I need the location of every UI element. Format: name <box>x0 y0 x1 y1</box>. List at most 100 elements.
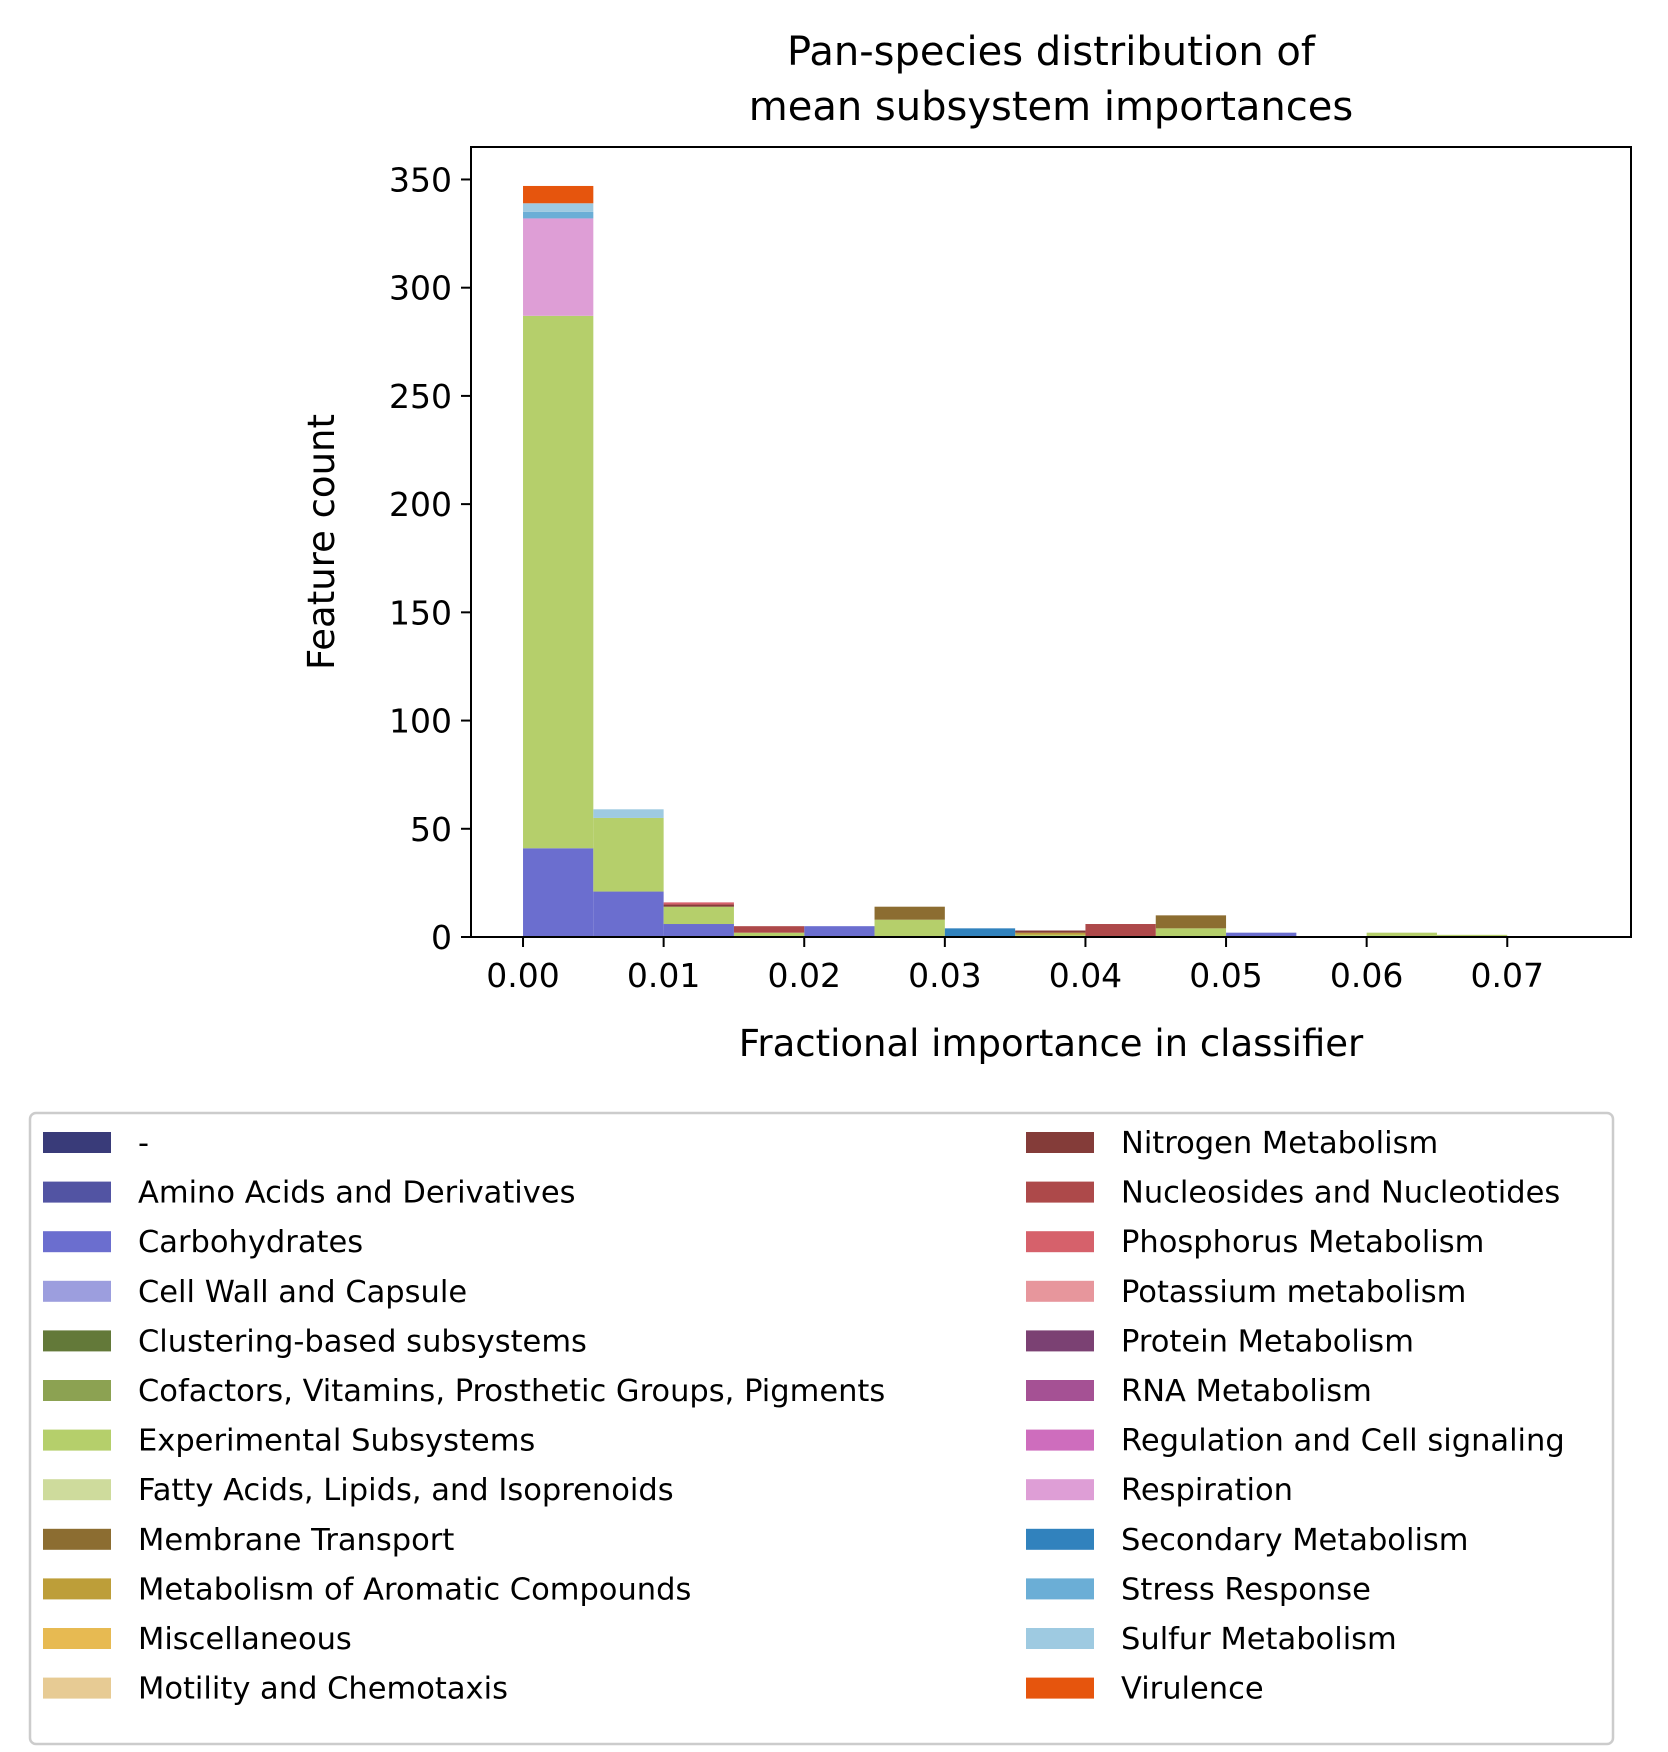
legend-swatch <box>1026 1380 1094 1401</box>
legend-label: Fatty Acids, Lipids, and Isoprenoids <box>138 1473 674 1508</box>
x-tick-label: 0.06 <box>1330 956 1403 995</box>
bar-9-7 <box>1015 932 1086 935</box>
bar-13-3 <box>733 926 805 933</box>
legend-swatch <box>43 1330 111 1352</box>
legend-label: Potassium metabolism <box>1121 1275 1466 1310</box>
bar-2-2 <box>663 924 734 937</box>
legend-label: Stress Response <box>1121 1572 1371 1607</box>
y-tick-label: 50 <box>410 810 452 849</box>
legend-swatch <box>43 1479 111 1501</box>
bar-6-7 <box>1015 934 1086 937</box>
chart-title-line-1: Pan-species distribution of <box>787 29 1316 75</box>
legend-swatch <box>43 1181 111 1203</box>
legend-frame <box>28 1111 1615 1746</box>
y-tick-label: 350 <box>389 160 452 199</box>
bar-22-0 <box>523 203 594 212</box>
legend-label: Nitrogen Metabolism <box>1121 1126 1438 1161</box>
legend-swatch <box>43 1132 111 1153</box>
bar-2-10 <box>1226 932 1297 937</box>
legend-label: Virulence <box>1121 1672 1264 1707</box>
legend-swatch <box>1026 1132 1094 1153</box>
x-tick-label: 0.04 <box>1049 956 1122 995</box>
bar-12-2 <box>663 904 734 907</box>
bar-19-0 <box>523 218 594 316</box>
bar-6-13 <box>1436 934 1508 937</box>
legend-swatch <box>43 1677 111 1699</box>
legend-label: Regulation and Cell signaling <box>1121 1424 1565 1459</box>
bar-8-5 <box>874 906 945 920</box>
legend-swatch <box>1026 1231 1094 1253</box>
y-tick-label: 300 <box>389 269 452 308</box>
legend-label: Phosphorus Metabolism <box>1121 1225 1484 1260</box>
legend-label: Membrane Transport <box>138 1523 454 1558</box>
legend-label: Secondary Metabolism <box>1121 1523 1469 1558</box>
legend-swatch <box>43 1231 111 1253</box>
bar-14-2 <box>663 902 734 905</box>
y-tick-label: 150 <box>389 593 452 632</box>
bar-6-9 <box>1155 928 1227 937</box>
x-tick-label: 0.07 <box>1471 956 1544 995</box>
bar-2-1 <box>593 891 664 937</box>
x-axis-label: Fractional importance in classifier <box>739 1022 1364 1065</box>
plot-frame <box>470 146 1632 938</box>
legend-label: Protein Metabolism <box>1121 1324 1414 1359</box>
legend-swatch <box>43 1280 111 1302</box>
legend-label: RNA Metabolism <box>1121 1374 1372 1409</box>
y-axis-label: Feature count <box>300 414 343 670</box>
bar-2-0 <box>523 848 594 937</box>
bar-22-1 <box>593 809 664 818</box>
bar-13-8 <box>1085 924 1156 937</box>
bar-6-0 <box>523 315 594 849</box>
legend-swatch <box>1026 1578 1094 1600</box>
bar-12-7 <box>1015 930 1086 933</box>
bar-6-1 <box>593 817 664 892</box>
y-tick-label: 100 <box>389 702 452 741</box>
legend-swatch <box>1026 1330 1094 1352</box>
legend-swatch <box>43 1380 111 1401</box>
legend-label: Sulfur Metabolism <box>1121 1622 1397 1657</box>
bar-6-2 <box>663 906 734 925</box>
bar-2-4 <box>804 926 875 937</box>
legend-label: Experimental Subsystems <box>138 1424 535 1459</box>
y-axis: 0 50 100 150 200 250 300 350 <box>389 160 471 957</box>
legend-swatch <box>1026 1528 1094 1550</box>
legend-swatch <box>43 1628 111 1649</box>
y-tick-label: 200 <box>389 485 452 524</box>
bar-23-0 <box>523 185 594 204</box>
legend-label: Nucleosides and Nucleotides <box>1121 1176 1560 1211</box>
legend-swatch <box>43 1578 111 1600</box>
bar-6-3 <box>733 932 805 937</box>
legend-label: Metabolism of Aromatic Compounds <box>138 1572 691 1607</box>
bar-21-0 <box>523 211 594 219</box>
y-tick-label: 250 <box>389 377 452 416</box>
legend-swatch <box>1026 1677 1094 1699</box>
x-tick-label: 0.03 <box>908 956 981 995</box>
legend-swatch <box>1026 1479 1094 1501</box>
x-tick-label: 0.00 <box>486 956 559 995</box>
legend-swatch <box>1026 1429 1094 1451</box>
y-tick-label: 0 <box>431 918 452 957</box>
x-tick-label: 0.05 <box>1189 956 1262 995</box>
bar-20-6 <box>944 928 1016 937</box>
legend-swatch <box>43 1528 111 1550</box>
bar-6-12 <box>1366 932 1437 937</box>
legend-swatch <box>43 1429 111 1451</box>
x-axis: 0.00 0.01 0.02 0.03 0.04 0.05 0.06 0.07 <box>486 937 1544 995</box>
legend-label: - <box>138 1126 149 1161</box>
legend-label: Clustering-based subsystems <box>138 1324 587 1359</box>
legend-label: Carbohydrates <box>138 1225 363 1260</box>
legend-label: Cofactors, Vitamins, Prosthetic Groups, … <box>138 1374 885 1409</box>
legend-swatch <box>1026 1280 1094 1302</box>
legend-label: Cell Wall and Capsule <box>138 1275 467 1310</box>
x-tick-label: 0.01 <box>627 956 700 995</box>
bar-6-5 <box>874 919 945 937</box>
legend-label: Motility and Chemotaxis <box>138 1672 508 1707</box>
legend-swatch <box>1026 1181 1094 1203</box>
bar-8-9 <box>1155 915 1227 929</box>
chart-title-line-2: mean subsystem importances <box>749 84 1353 130</box>
legend-swatch <box>1026 1628 1094 1649</box>
x-tick-label: 0.02 <box>767 956 840 995</box>
legend-label: Amino Acids and Derivatives <box>138 1176 575 1211</box>
legend-label: Respiration <box>1121 1473 1293 1508</box>
